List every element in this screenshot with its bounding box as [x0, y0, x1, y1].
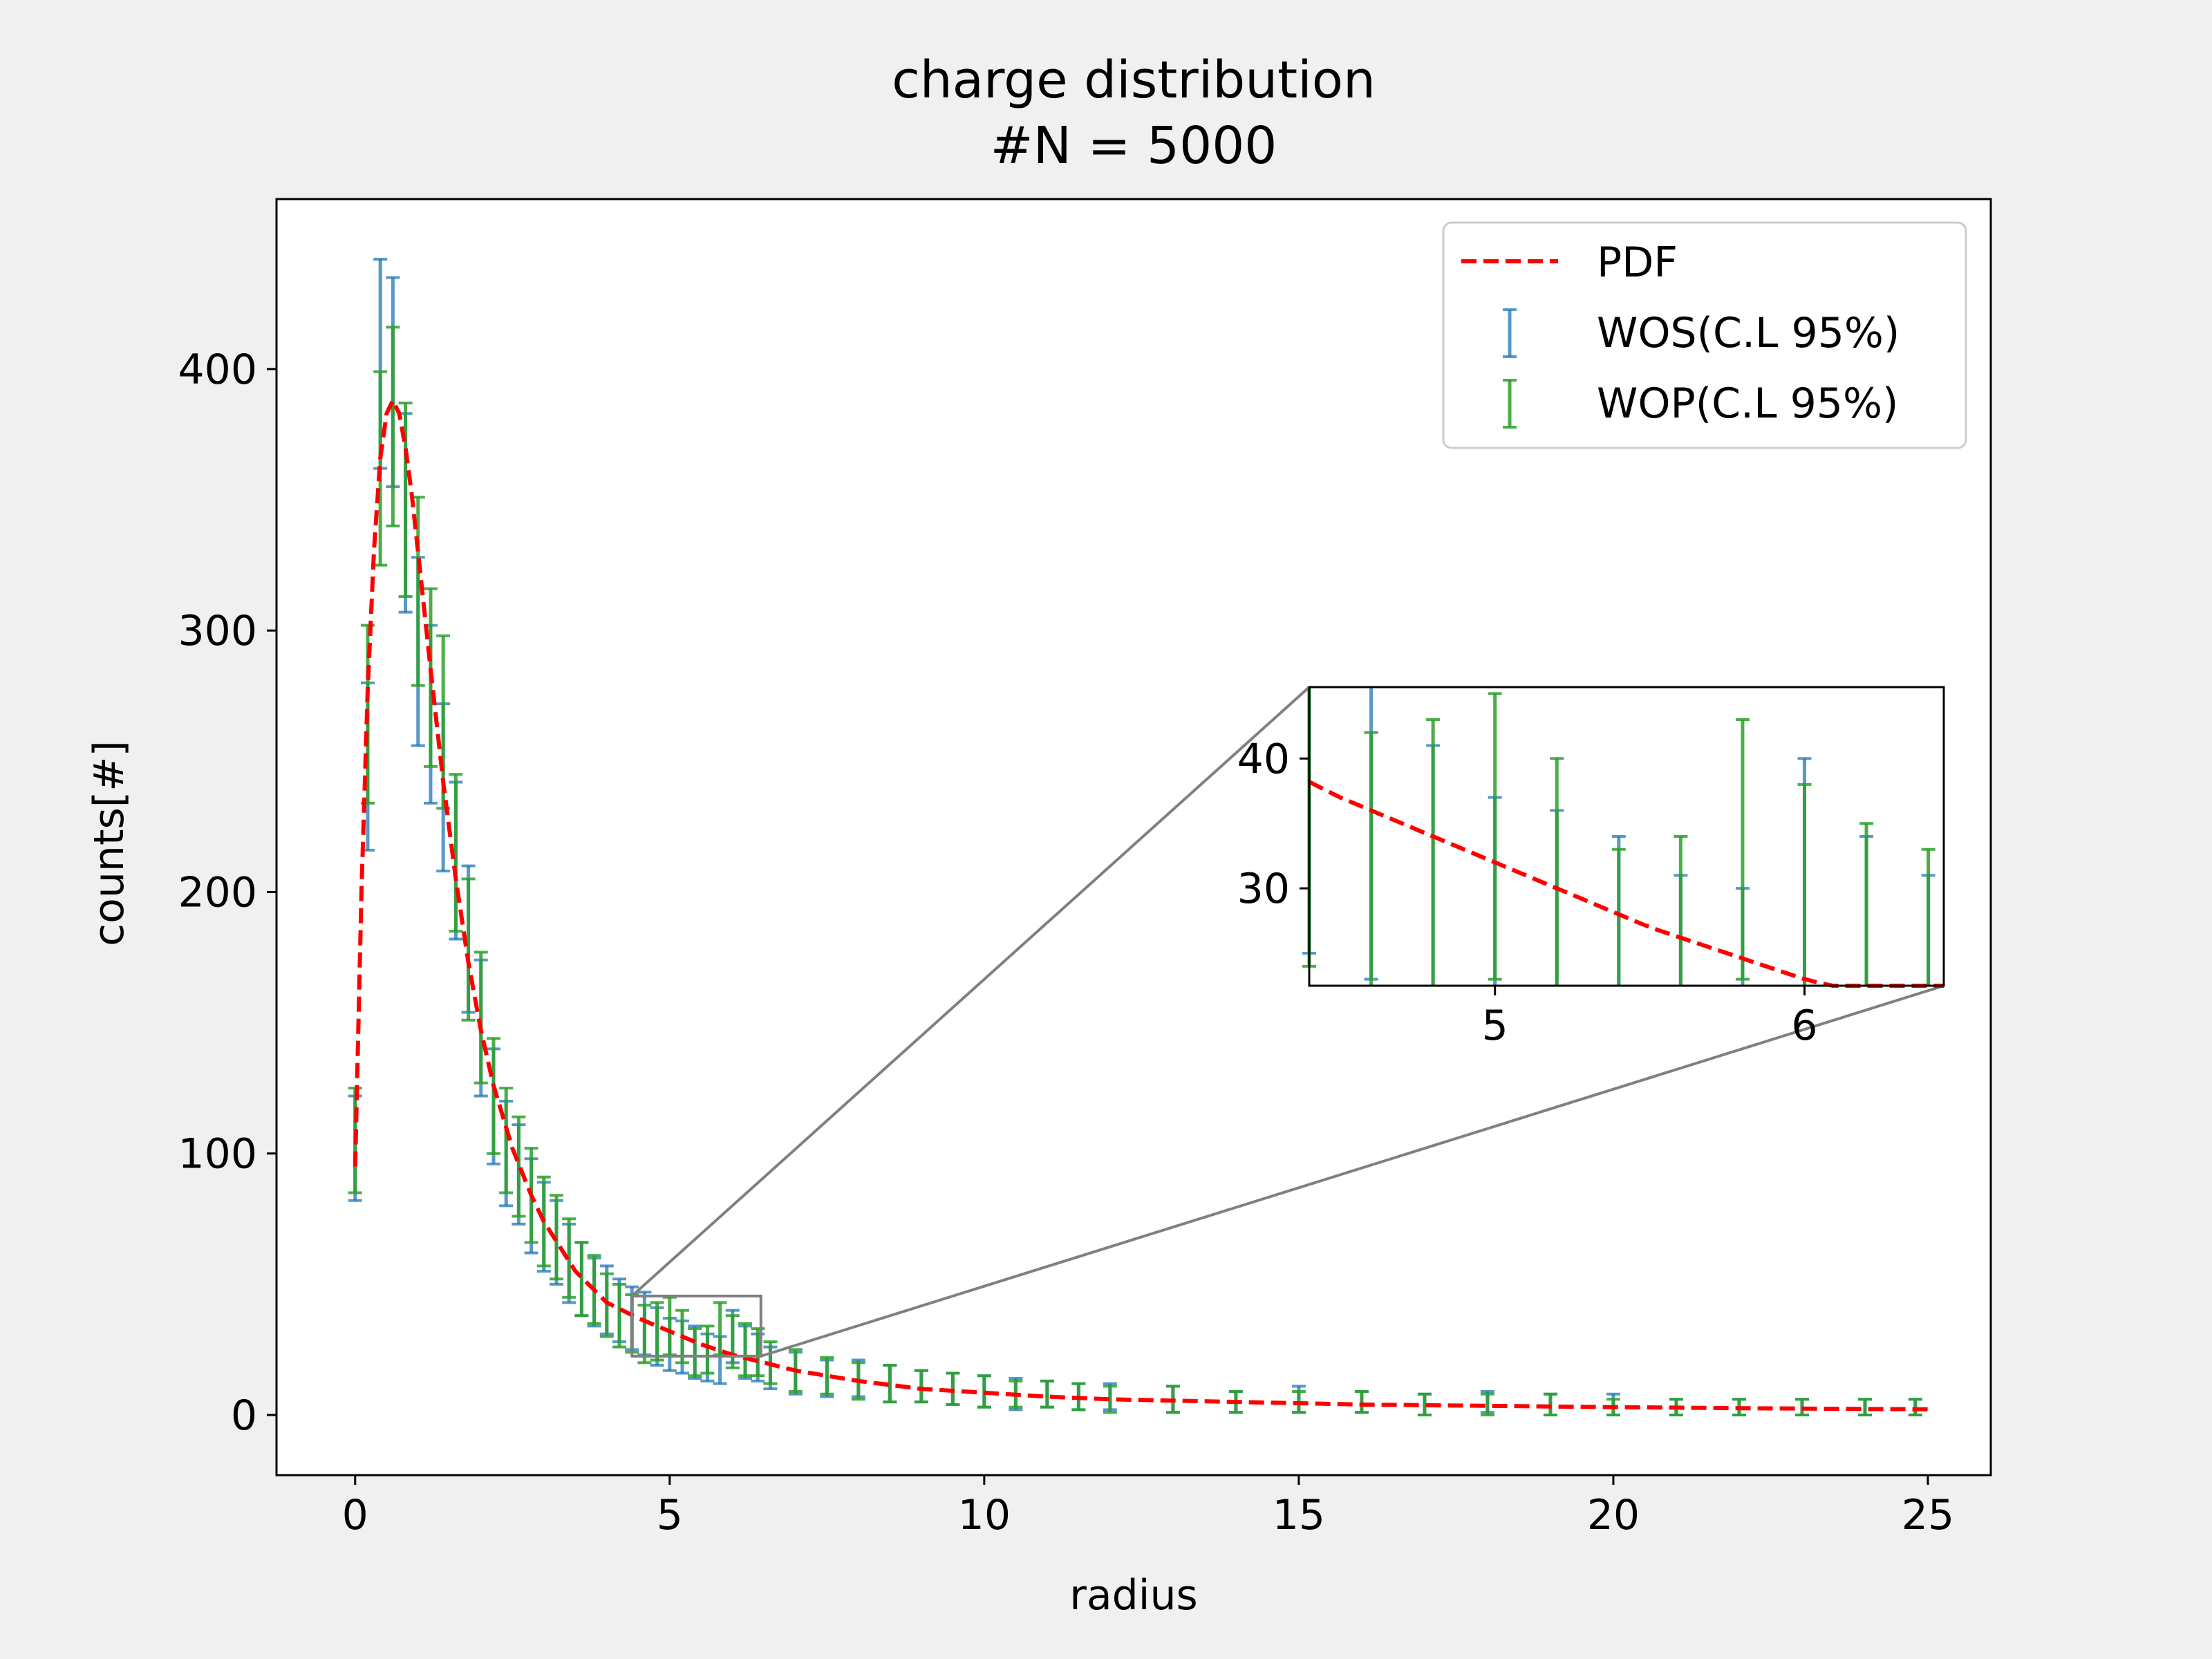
inset-plot-area [1309, 687, 1944, 986]
legend-label-pdf: PDF [1597, 238, 1678, 287]
zoom-indicator [630, 686, 1944, 1358]
main-axes: 0 5 10 15 20 25 0 100 200 300 400 [178, 346, 1954, 1539]
zoom-connector-line [630, 686, 1311, 1297]
zoom-region-box [630, 1294, 762, 1358]
y-tick-label: 300 [178, 607, 257, 655]
inset-x-tick-label: 5 [1482, 1002, 1508, 1050]
legend-box [1442, 221, 1967, 449]
inset-x-tick-label: 6 [1791, 1002, 1817, 1050]
chart-title: charge distribution [892, 50, 1376, 110]
y-tick-label: 200 [178, 868, 257, 917]
x-tick-label: 20 [1587, 1491, 1640, 1539]
x-tick-label: 10 [958, 1491, 1011, 1539]
x-tick-label: 15 [1273, 1491, 1325, 1539]
x-tick-label: 0 [342, 1491, 368, 1539]
legend-label-wos: WOS(C.L 95%) [1597, 309, 1900, 357]
legend-wop-swatch [1503, 379, 1517, 429]
inset-y-tick-label: 40 [1237, 735, 1290, 783]
inset-axes: 5 6 30 40 [1237, 735, 1818, 1050]
legend-label-wop: WOP(C.L 95%) [1597, 379, 1898, 428]
y-axis-label: counts[#] [85, 740, 133, 946]
zoom-connector-line [760, 984, 1944, 1358]
inset-frame [1308, 686, 1945, 987]
y-tick-label: 0 [231, 1391, 257, 1440]
pdf-curve [353, 395, 1929, 1412]
y-tick-label: 100 [178, 1130, 257, 1179]
inset-y-tick-label: 30 [1237, 865, 1290, 913]
main-plot-marks [348, 258, 1929, 1416]
legend-wos-swatch [1503, 308, 1517, 358]
plot-frame [275, 198, 1992, 1477]
y-tick-label: 400 [178, 346, 257, 394]
chart-subtitle: #N = 5000 [991, 116, 1277, 176]
legend: PDF WOS(C.L 95%) WOP(C.L 95%) [1442, 221, 1967, 449]
x-tick-label: 25 [1902, 1491, 1954, 1539]
x-axis-label: radius [1069, 1571, 1197, 1620]
x-tick-label: 5 [657, 1491, 683, 1539]
